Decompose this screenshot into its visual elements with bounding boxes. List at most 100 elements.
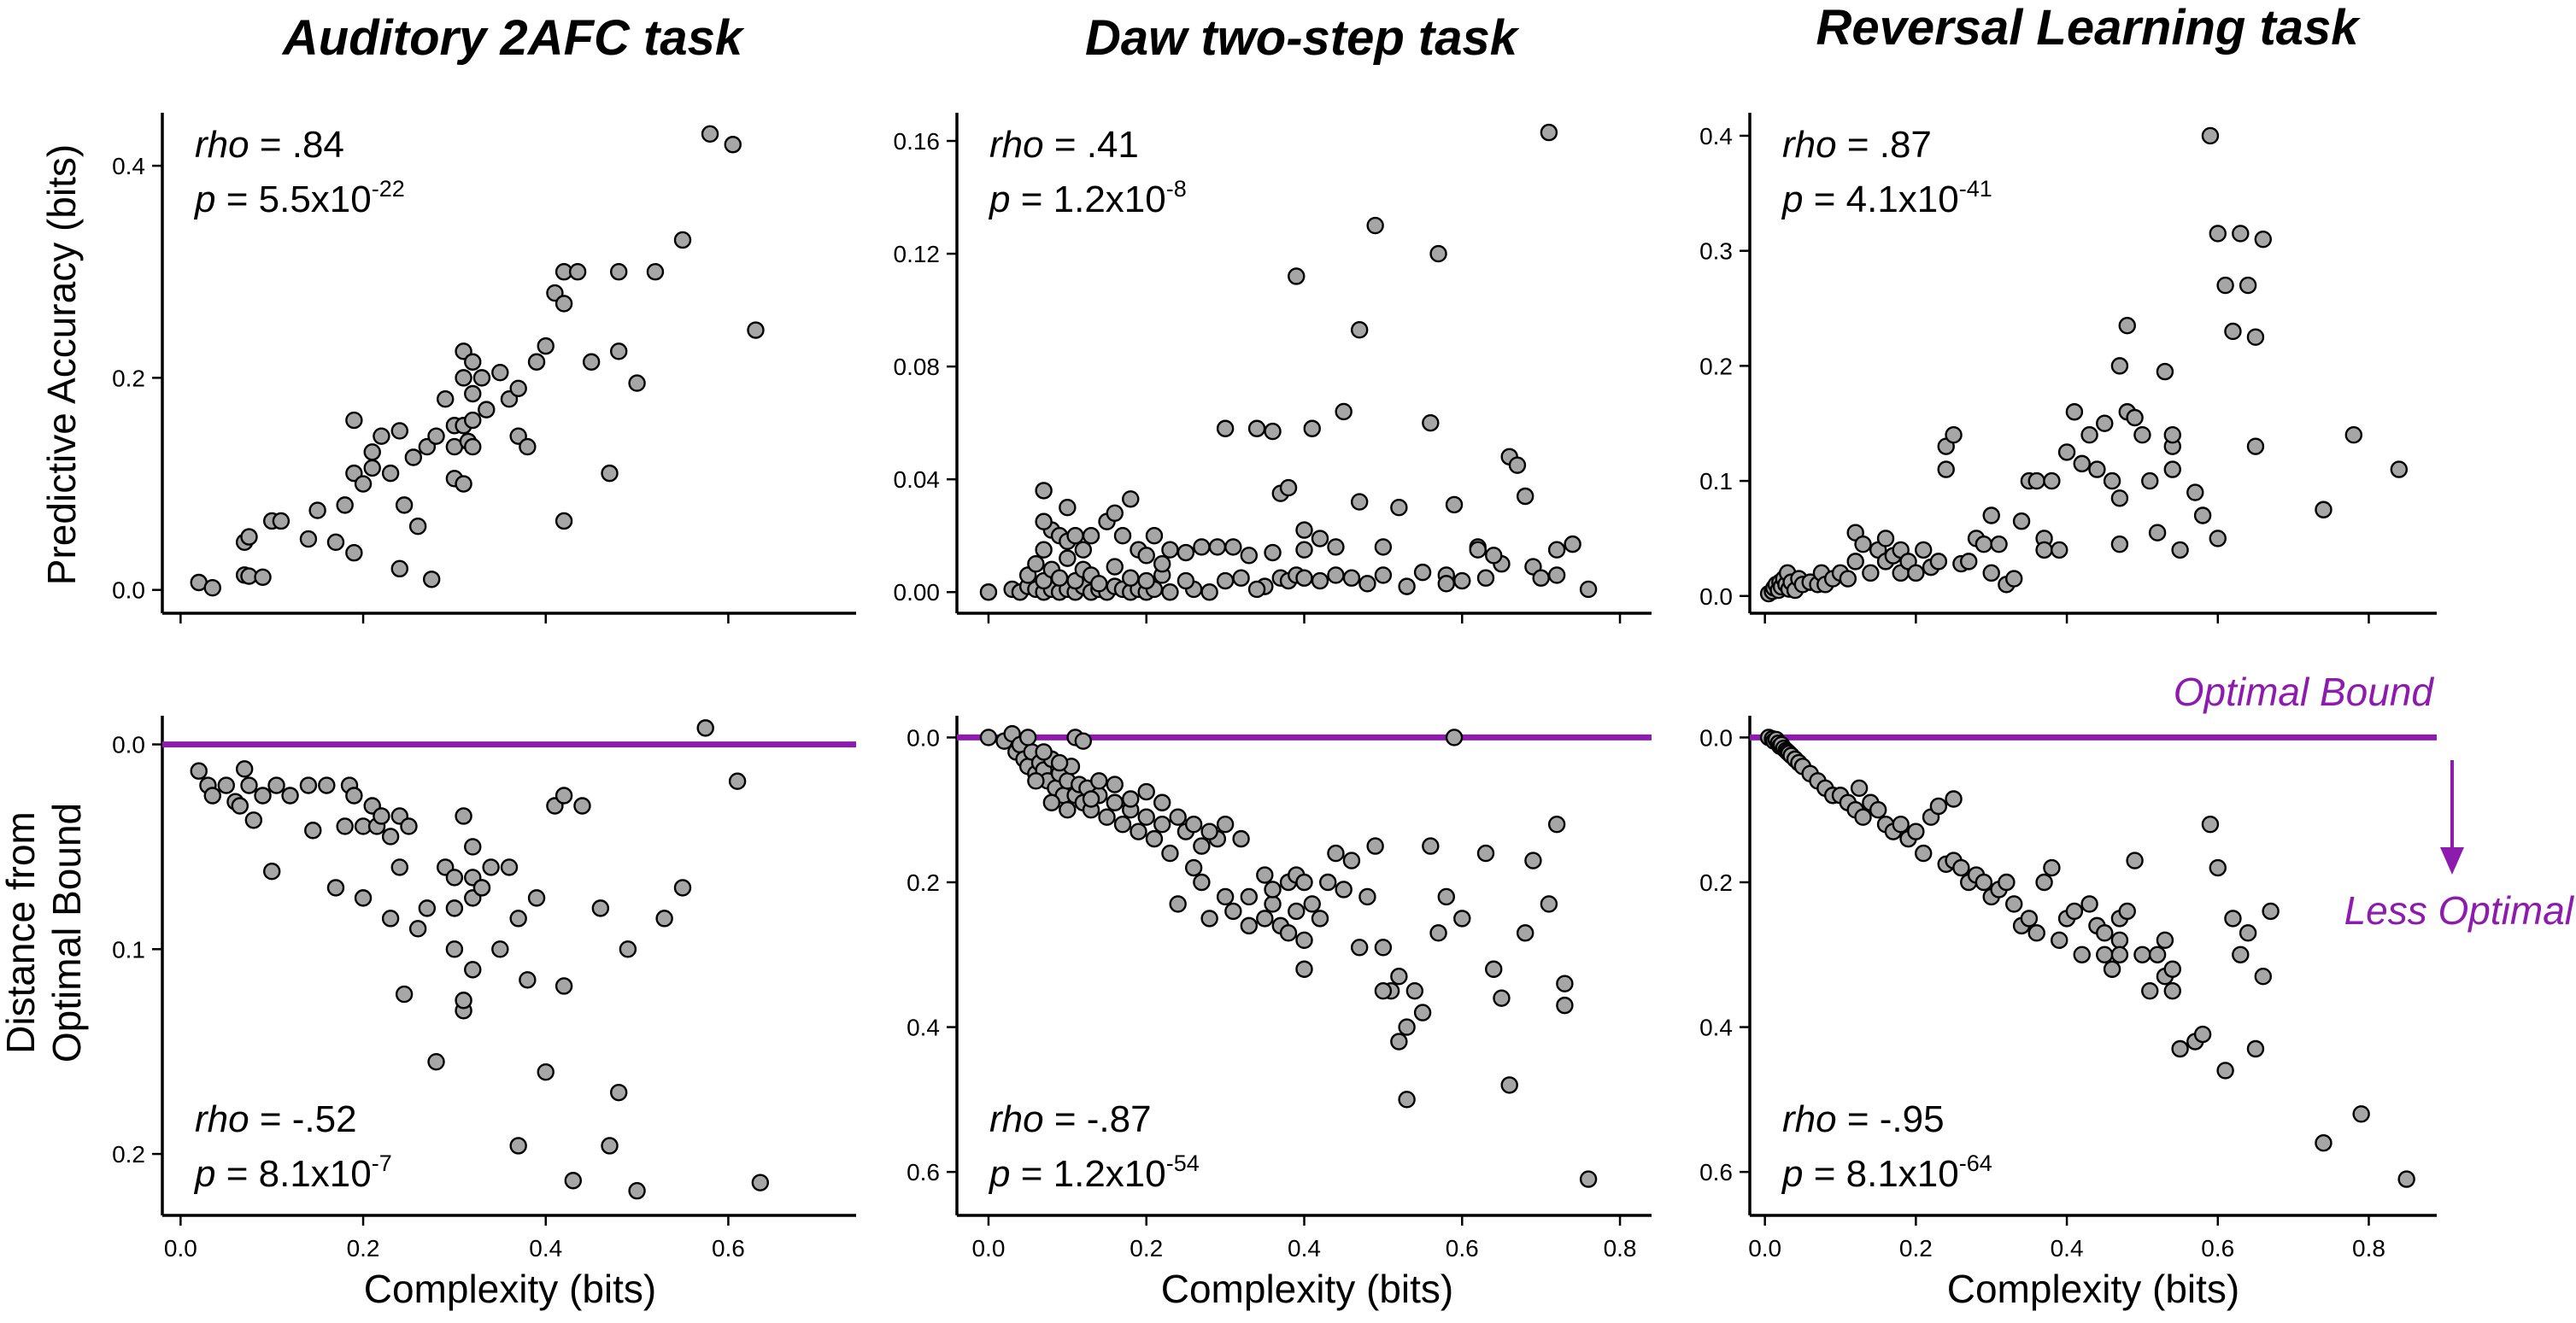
scatter-point bbox=[390, 858, 408, 876]
scatter-point bbox=[1200, 583, 1218, 601]
scatter-point bbox=[1579, 580, 1598, 599]
scatter-point bbox=[1153, 793, 1171, 811]
scatter-point bbox=[281, 787, 299, 805]
scatter-point bbox=[2163, 981, 2181, 1000]
y-tick-label: 0.4 bbox=[1699, 1015, 1733, 1041]
scatter-point bbox=[2224, 910, 2242, 928]
scatter-point bbox=[390, 422, 408, 440]
scatter-point bbox=[1264, 422, 1282, 441]
scatter-point bbox=[1390, 498, 1408, 517]
scatter-point bbox=[2148, 945, 2167, 963]
scatter-point bbox=[472, 879, 491, 897]
scatter-point bbox=[1059, 801, 1077, 819]
scatter-point bbox=[1184, 815, 1203, 834]
scatter-point bbox=[445, 869, 464, 887]
scatter-point bbox=[1358, 575, 1376, 593]
scatter-point bbox=[1476, 844, 1495, 863]
scatter-point bbox=[336, 496, 354, 514]
scatter-point bbox=[2133, 945, 2151, 963]
x-tick-label: 0.6 bbox=[712, 1235, 745, 1262]
scatter-point bbox=[1264, 895, 1282, 913]
y-tick-label: 0.2 bbox=[112, 1141, 145, 1168]
scatter-point bbox=[2232, 945, 2250, 963]
scatter-point bbox=[2315, 1134, 2332, 1152]
scatter-point bbox=[2043, 858, 2061, 877]
scatter-point bbox=[1295, 521, 1313, 539]
y-tick-label: 0.1 bbox=[112, 936, 145, 963]
scatter-point bbox=[1090, 575, 1108, 593]
scatter-point bbox=[1232, 569, 1250, 587]
scatter-point bbox=[240, 528, 258, 546]
y-tick-label: 0.6 bbox=[907, 1159, 940, 1185]
scatter-point bbox=[751, 1174, 770, 1191]
scatter-point bbox=[1846, 553, 1864, 571]
scatter-point bbox=[2065, 403, 2084, 421]
scatter-point bbox=[1130, 822, 1147, 840]
scatter-point bbox=[646, 263, 665, 281]
scatter-point bbox=[619, 940, 637, 958]
scatter-point bbox=[2110, 931, 2129, 950]
scatter-point bbox=[1839, 570, 1857, 588]
scatter-point bbox=[482, 858, 500, 876]
scatter-point bbox=[381, 828, 400, 846]
scatter-point bbox=[2103, 471, 2121, 490]
scatter-point bbox=[2262, 902, 2280, 921]
scatter-point bbox=[240, 776, 258, 794]
x-tick-label: 0.4 bbox=[2051, 1235, 2084, 1262]
scatter-point bbox=[1374, 939, 1393, 957]
scatter-point bbox=[1090, 772, 1108, 790]
scatter-point bbox=[2141, 981, 2159, 1000]
scatter-point bbox=[1516, 924, 1534, 942]
scatter-point bbox=[1405, 981, 1424, 1000]
scatter-point bbox=[1500, 1076, 1518, 1094]
scatter-point bbox=[1240, 547, 1259, 565]
scatter-point bbox=[1240, 887, 1259, 906]
optimal-bound-label: Optimal Bound bbox=[2174, 670, 2435, 714]
scatter-point bbox=[2224, 322, 2242, 341]
scatter-point bbox=[336, 817, 354, 835]
scatter-point bbox=[1374, 566, 1393, 584]
scatter-point bbox=[2051, 541, 2068, 559]
scatter-point bbox=[231, 797, 249, 815]
scatter-point bbox=[2148, 524, 2167, 541]
scatter-point bbox=[1342, 852, 1361, 869]
scatter-point bbox=[1476, 569, 1495, 587]
scatter-point bbox=[190, 762, 208, 780]
y-tick-label: 0.04 bbox=[894, 466, 941, 493]
scatter-point bbox=[1074, 732, 1093, 750]
scatter-point bbox=[2390, 460, 2409, 478]
scatter-point bbox=[537, 1062, 555, 1081]
scatter-point bbox=[1035, 541, 1053, 559]
scatter-point bbox=[1876, 530, 1895, 547]
scatter-point bbox=[1137, 571, 1155, 590]
scatter-point bbox=[390, 559, 408, 578]
scatter-point bbox=[2096, 924, 2114, 942]
scatter-point bbox=[354, 889, 373, 907]
scatter-point bbox=[1264, 543, 1282, 562]
scatter-point bbox=[1113, 527, 1132, 545]
scatter-point bbox=[2254, 968, 2272, 986]
x-tick-label: 0.0 bbox=[971, 1235, 1005, 1262]
scatter-point bbox=[555, 787, 573, 805]
scatter-point bbox=[395, 496, 414, 514]
scatter-point bbox=[2163, 425, 2181, 444]
less-optimal-label: Less Optimal bbox=[2344, 888, 2575, 933]
scatter-point bbox=[1915, 541, 1933, 559]
scatter-point bbox=[267, 776, 285, 794]
scatter-point bbox=[1193, 837, 1211, 855]
scatter-point bbox=[1990, 535, 2008, 553]
scatter-point bbox=[354, 475, 373, 493]
scatter-point bbox=[1232, 829, 1250, 848]
scatter-point bbox=[400, 817, 418, 835]
scatter-point bbox=[591, 899, 610, 917]
scatter-point bbox=[1161, 844, 1179, 863]
scatter-point bbox=[2239, 276, 2257, 295]
scatter-point bbox=[1485, 547, 1503, 565]
scatter-point bbox=[1469, 541, 1487, 559]
scatter-point bbox=[1556, 975, 1574, 992]
scatter-point bbox=[1288, 902, 1306, 921]
scatter-point bbox=[2246, 437, 2265, 455]
scatter-point bbox=[2020, 910, 2039, 928]
scatter-point bbox=[2118, 902, 2136, 921]
scatter-point bbox=[1303, 895, 1321, 913]
